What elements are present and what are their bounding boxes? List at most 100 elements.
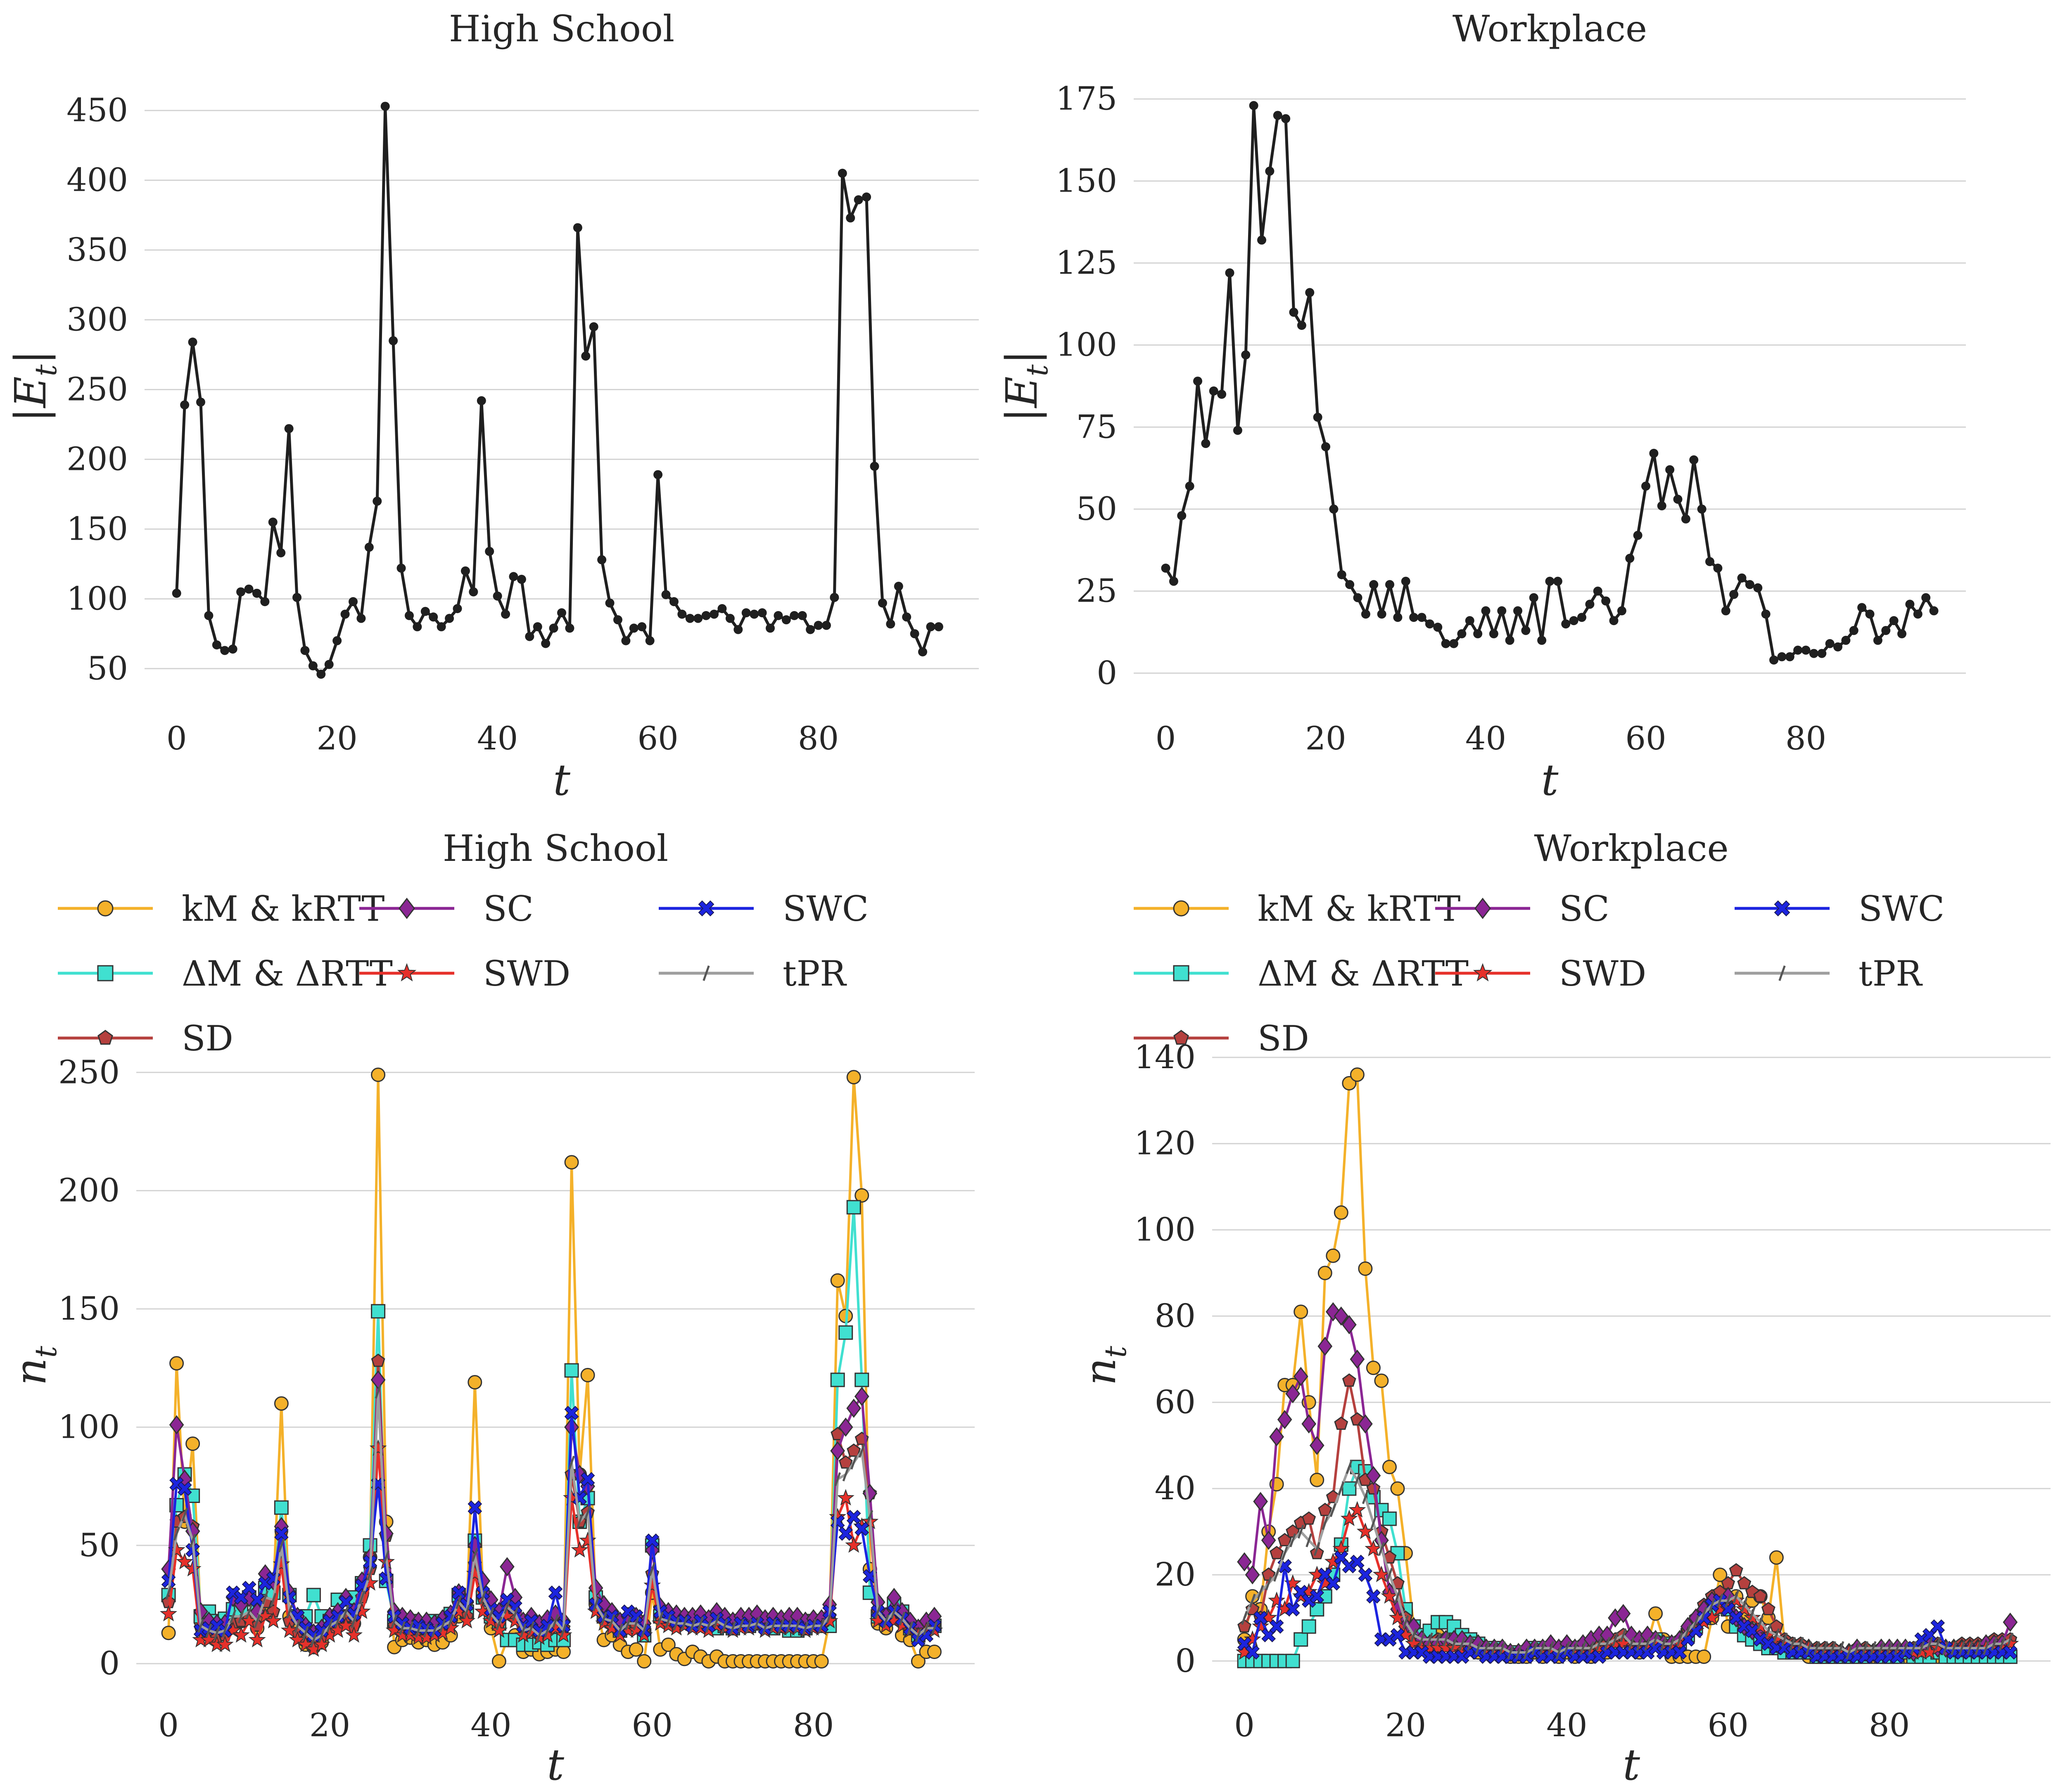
marker-x <box>1930 1619 1945 1634</box>
marker-dot <box>196 397 205 407</box>
marker-bar <box>874 1605 881 1619</box>
marker-dot <box>854 195 863 204</box>
marker-square <box>1173 965 1189 981</box>
marker-diamond <box>1358 1414 1373 1434</box>
marker-diamond <box>499 1557 515 1576</box>
marker-x <box>1592 1649 1607 1664</box>
marker-dot <box>629 623 638 633</box>
marker-diamond <box>886 1588 902 1607</box>
marker-dot <box>1233 426 1242 435</box>
marker-bar <box>1378 1542 1385 1556</box>
marker-star <box>821 1612 838 1628</box>
marker-x <box>854 1522 869 1536</box>
marker-pentagon <box>1237 1619 1252 1633</box>
marker-bar <box>302 1626 309 1640</box>
marker-circle <box>1317 1266 1332 1280</box>
marker-bar <box>544 1624 551 1638</box>
marker-bar <box>1942 1641 1949 1655</box>
marker-dot <box>1561 619 1571 629</box>
marker-bar <box>367 1567 374 1581</box>
marker-bar <box>1475 1641 1482 1655</box>
marker-dot <box>485 547 494 556</box>
marker-dot <box>308 661 318 671</box>
legend-label: SWD <box>1559 953 1646 994</box>
marker-dot <box>172 588 181 598</box>
marker-bar <box>745 1619 752 1633</box>
marker-circle <box>274 1396 289 1411</box>
marker-dot <box>260 597 270 607</box>
marker-star <box>1372 1565 1390 1582</box>
marker-bar <box>189 1534 196 1548</box>
marker-dot <box>284 424 294 434</box>
marker-x <box>177 1481 192 1496</box>
legend-entry: SWD <box>1435 953 1646 994</box>
series-tPR <box>1241 1460 2014 1659</box>
y-tick-label: 200 <box>58 1172 120 1209</box>
series-line <box>167 1390 935 1641</box>
marker-dot <box>1769 655 1778 665</box>
marker-dot <box>910 629 919 638</box>
marker-dot <box>1193 377 1202 386</box>
x-tick-label: 40 <box>477 720 518 757</box>
marker-x <box>548 1585 563 1600</box>
marker-dot <box>1569 616 1578 626</box>
marker-bar <box>802 1621 809 1636</box>
marker-bar <box>1322 1516 1329 1530</box>
y-axis-label: |Et| <box>5 350 63 422</box>
marker-bar <box>358 1590 366 1605</box>
marker-square <box>274 1500 289 1515</box>
marker-bar <box>1604 1637 1611 1651</box>
marker-diamond <box>1317 1337 1333 1356</box>
marker-dot <box>349 597 358 607</box>
x-tick-label: 20 <box>309 1707 350 1744</box>
marker-star <box>176 1553 194 1569</box>
marker-bar <box>1491 1641 1498 1655</box>
marker-dot <box>332 636 342 645</box>
marker-circle <box>629 1642 643 1657</box>
marker-dot <box>821 621 831 630</box>
marker-bar <box>1305 1533 1313 1548</box>
marker-pentagon <box>1318 1503 1332 1516</box>
series-SWC <box>1237 1550 2018 1664</box>
y-tick-label: 350 <box>66 232 128 269</box>
marker-bar <box>1902 1641 1909 1655</box>
marker-dot <box>733 625 743 634</box>
legend-entry: SD <box>1134 1018 1309 1059</box>
chart-title: High School <box>443 827 668 870</box>
marker-dot <box>1201 439 1211 448</box>
marker-square <box>1285 1654 1300 1669</box>
marker-dot <box>677 609 687 619</box>
marker-star <box>1332 1540 1350 1557</box>
marker-square <box>1294 1632 1308 1647</box>
y-tick-label: 100 <box>1134 1211 1196 1249</box>
marker-bar <box>1402 1615 1409 1629</box>
marker-dot <box>340 609 350 619</box>
marker-bar <box>1523 1645 1530 1659</box>
marker-bar <box>503 1600 510 1614</box>
marker-bar <box>1749 1607 1756 1621</box>
marker-dot <box>846 213 855 223</box>
marker-dot <box>1617 606 1626 616</box>
marker-pentagon <box>371 1353 385 1367</box>
marker-bar <box>1854 1641 1861 1655</box>
marker-dot <box>1297 321 1306 330</box>
marker-dot <box>1697 504 1707 514</box>
marker-bar <box>246 1605 253 1619</box>
marker-bar <box>214 1626 221 1640</box>
legend-label: SWD <box>483 953 570 994</box>
marker-bar <box>810 1619 817 1633</box>
marker-square <box>1301 1619 1316 1634</box>
marker-pentagon <box>1334 1416 1348 1430</box>
x-tick-label: 80 <box>793 1707 834 1744</box>
marker-diamond <box>1277 1410 1292 1429</box>
marker-diamond <box>1366 1466 1381 1486</box>
marker-dot <box>1537 635 1547 645</box>
marker-dot <box>204 611 214 620</box>
marker-dot <box>541 639 551 648</box>
marker-bar <box>737 1619 744 1633</box>
marker-circle <box>911 1654 926 1669</box>
marker-diamond <box>1334 1306 1349 1326</box>
marker-star <box>1752 1617 1769 1634</box>
marker-dot <box>324 660 334 669</box>
